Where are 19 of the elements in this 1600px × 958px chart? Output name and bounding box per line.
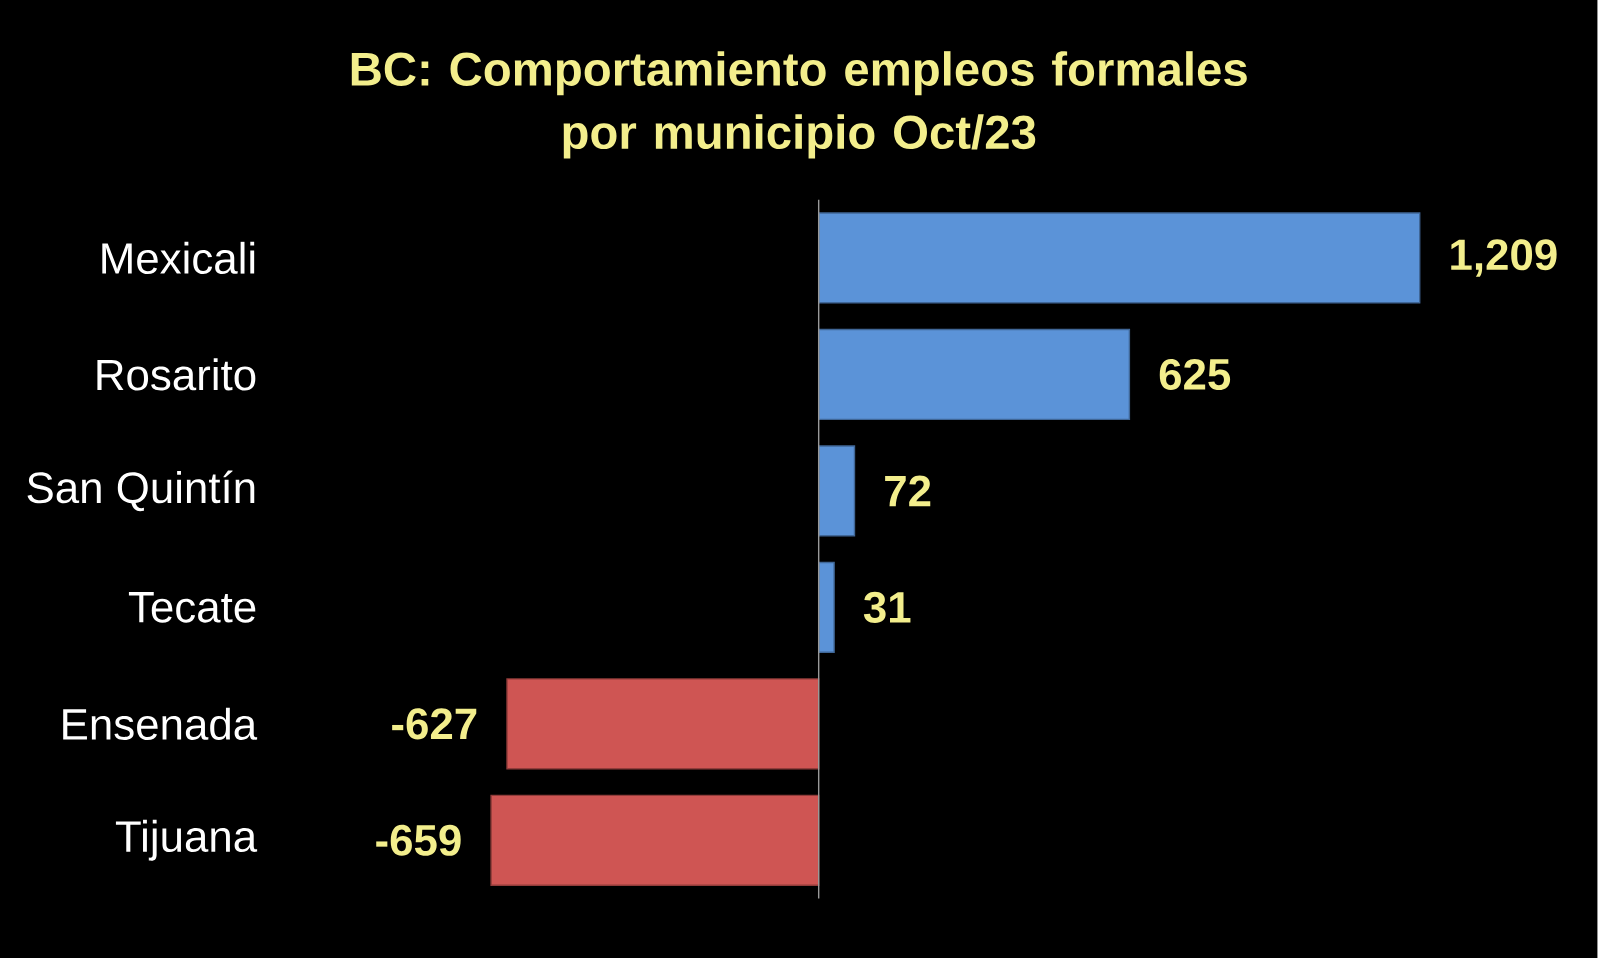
bar xyxy=(817,445,856,537)
bar xyxy=(490,794,820,886)
chart-title: BC: Comportamiento empleos formales por municipio Oct/23 xyxy=(351,50,1247,159)
bar xyxy=(817,328,1131,420)
y-tick-label: Tijuana xyxy=(115,819,258,861)
bar xyxy=(506,678,820,770)
data-label: 1,209 xyxy=(1451,239,1557,277)
y-tick-label: Ensenada xyxy=(63,707,258,740)
bar xyxy=(817,212,1421,304)
y-tick-label: Rosarito xyxy=(97,358,256,391)
bar xyxy=(817,561,835,653)
y-tick-label: San Quintín xyxy=(27,470,255,511)
data-label: -627 xyxy=(392,708,477,740)
y-tick-label: Mexicali xyxy=(102,241,255,274)
y-tick-label: Tecate xyxy=(128,591,256,623)
data-label: 625 xyxy=(1159,358,1231,390)
data-label: 72 xyxy=(885,475,931,506)
data-label: 31 xyxy=(863,591,911,623)
data-label: -659 xyxy=(376,824,461,856)
